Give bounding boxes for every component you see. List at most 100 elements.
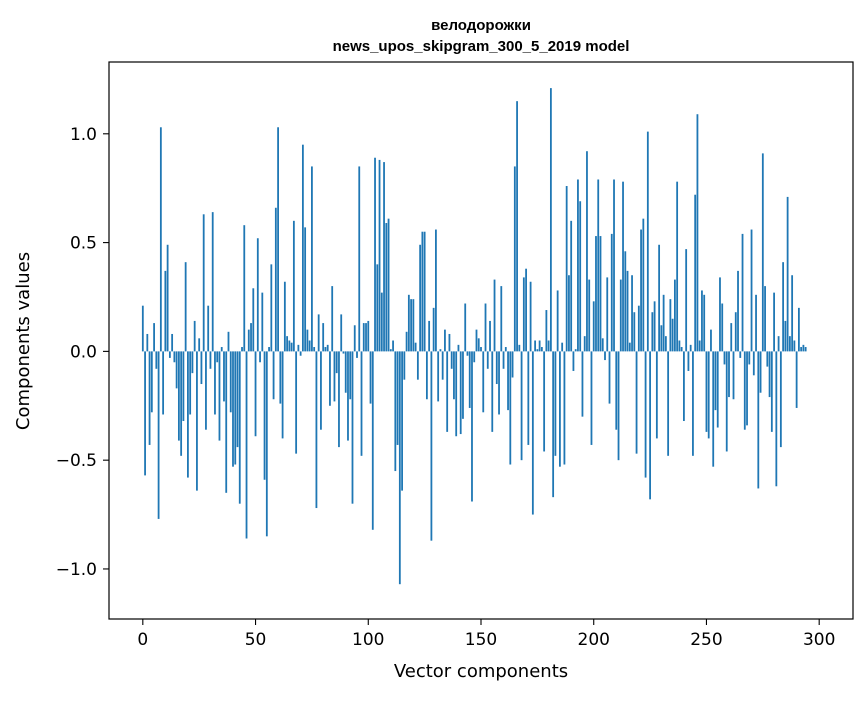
bar [692,351,694,456]
bar [570,220,573,352]
bar [644,351,647,478]
bar [737,270,739,352]
bar [545,310,548,352]
bar [295,351,298,454]
bar [797,307,800,352]
bar [640,229,642,352]
bar [218,351,221,441]
bar [207,305,210,352]
bar [568,275,570,352]
bar [495,351,498,385]
bar [608,351,611,404]
bar [606,277,609,352]
bar [283,281,286,352]
bar [464,303,467,352]
bar [340,314,343,352]
y-axis-label: Components values [13,252,34,430]
bar [398,351,401,585]
bar [180,351,183,456]
bar [191,351,194,374]
bar [148,351,151,445]
bar [335,351,338,374]
bar [245,351,248,539]
bar [209,351,212,369]
bar [613,179,615,352]
bar [617,351,620,461]
bar [329,351,331,406]
bar [371,351,374,530]
bar [491,351,494,432]
bar [597,179,600,352]
bar [696,114,699,352]
bar [459,351,462,435]
bar [184,262,187,352]
bar [710,329,712,352]
bar [527,351,530,445]
bar [480,347,482,352]
bar [272,351,275,400]
bar [247,329,250,352]
bar [166,244,169,352]
bar [164,270,167,352]
bar [292,220,295,352]
bar [671,318,674,352]
bar [723,351,726,365]
bar [599,236,602,352]
bar [223,351,225,402]
bar [412,299,415,352]
bar [777,336,780,352]
bar [171,333,174,352]
bar [624,251,627,352]
bar [552,351,555,498]
bar [234,351,237,465]
bar [308,340,311,352]
bar [159,127,162,352]
bar [182,351,185,422]
bar [425,351,428,400]
bar [779,351,782,448]
bar [256,238,259,352]
bar [360,351,363,456]
bar [511,351,514,378]
bar [396,351,399,445]
bar [755,294,757,352]
bar [590,351,593,445]
bar [504,347,507,352]
bar [353,325,356,352]
bar [683,351,685,422]
x-tick-label: 250 [690,630,722,650]
bar [193,320,196,352]
bar [649,351,651,500]
bar [342,351,345,354]
bar [482,351,485,413]
bar [401,351,403,491]
bar [157,351,160,519]
bar [444,329,446,352]
bar [701,290,703,352]
bar [730,323,733,352]
bar [351,351,354,504]
bar [229,351,232,413]
bar [232,351,234,467]
bar [577,179,579,352]
bar [311,166,313,352]
bar [378,159,381,352]
y-tick-label: 0.5 [70,234,97,254]
bar [516,101,518,352]
bar [633,312,636,352]
bar [646,131,649,352]
bar [604,351,606,361]
bar [689,344,692,352]
bar [561,342,564,352]
bar [637,305,640,352]
y-tick-label: −0.5 [56,451,97,471]
y-tick-label: 0.0 [70,342,97,362]
bar [349,351,352,400]
bar [556,290,559,352]
bar [705,351,708,432]
bar [150,351,153,413]
bar [385,223,388,352]
bar [428,320,431,352]
bar [642,218,645,352]
bar [757,351,760,489]
